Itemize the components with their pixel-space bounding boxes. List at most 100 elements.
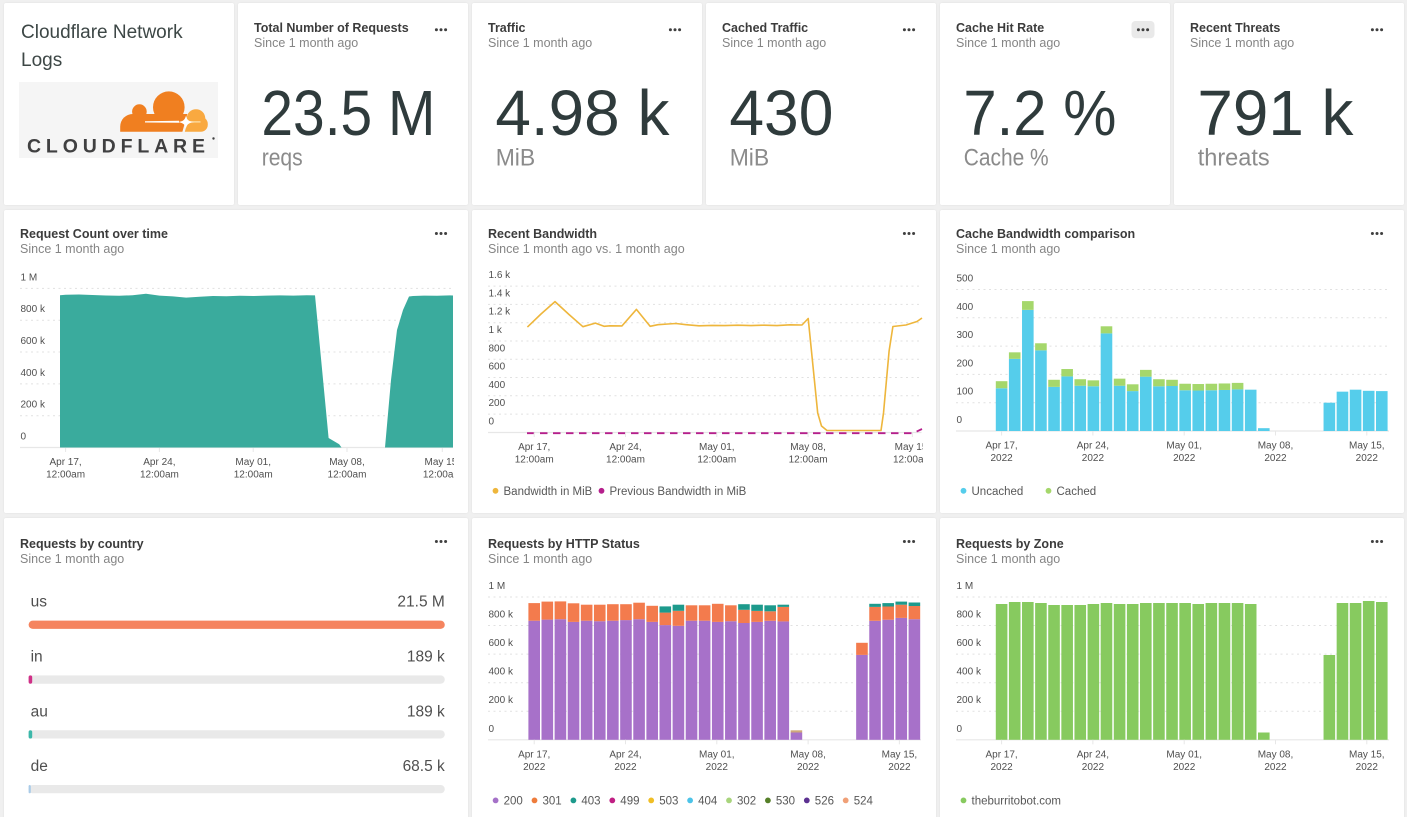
svg-text:1 M: 1 M (957, 581, 974, 592)
svg-text:200 k: 200 k (21, 400, 46, 411)
svg-text:May 08,: May 08, (329, 457, 365, 468)
svg-text:400: 400 (489, 380, 506, 391)
svg-text:2022: 2022 (1173, 453, 1196, 464)
svg-text:0: 0 (21, 432, 27, 443)
svg-text:800: 800 (489, 343, 506, 354)
svg-text:12:00am: 12:00am (328, 470, 367, 481)
svg-text:400 k: 400 k (957, 667, 982, 678)
svg-text:12:00am: 12:00am (140, 470, 179, 481)
svg-text:1 M: 1 M (489, 581, 506, 592)
svg-text:MiB: MiB (496, 145, 536, 172)
svg-text:400: 400 (957, 302, 974, 313)
svg-text:200: 200 (504, 795, 523, 807)
svg-text:May 08,: May 08, (1258, 441, 1294, 452)
svg-text:reqs: reqs (262, 145, 303, 172)
svg-text:1 k: 1 k (489, 325, 503, 336)
svg-text:12:00am: 12:00am (423, 470, 462, 481)
svg-text:au: au (31, 703, 48, 720)
svg-text:2022: 2022 (990, 762, 1013, 773)
svg-text:12:00am: 12:00am (515, 455, 554, 466)
svg-text:100: 100 (957, 387, 974, 398)
svg-text:12:00am: 12:00am (46, 470, 85, 481)
svg-text:May 15,: May 15, (1349, 441, 1385, 452)
svg-text:May 08,: May 08, (790, 442, 826, 453)
svg-text:12:00am: 12:00am (893, 455, 932, 466)
svg-text:Bandwidth in MiB: Bandwidth in MiB (504, 486, 593, 498)
svg-text:0: 0 (489, 724, 495, 735)
svg-text:CLOUDFLARE: CLOUDFLARE (27, 135, 211, 157)
svg-text:2022: 2022 (888, 762, 911, 773)
svg-text:12:00am: 12:00am (789, 455, 828, 466)
svg-text:2022: 2022 (1264, 762, 1287, 773)
svg-text:800 k: 800 k (489, 610, 514, 621)
svg-text:800 k: 800 k (957, 610, 982, 621)
svg-text:23.5 M: 23.5 M (261, 77, 435, 149)
svg-text:in: in (31, 649, 43, 666)
svg-text:302: 302 (737, 795, 756, 807)
svg-text:2022: 2022 (1082, 453, 1105, 464)
svg-text:1 M: 1 M (21, 272, 38, 283)
svg-text:800 k: 800 k (21, 304, 46, 315)
svg-text:200: 200 (957, 358, 974, 369)
svg-text:Apr 17,: Apr 17, (49, 457, 81, 468)
svg-text:2022: 2022 (1264, 453, 1287, 464)
svg-text:430: 430 (729, 77, 833, 149)
svg-text:4.98 k: 4.98 k (495, 77, 670, 149)
svg-text:300: 300 (957, 330, 974, 341)
svg-text:0: 0 (957, 415, 963, 426)
svg-text:Apr 24,: Apr 24, (1077, 441, 1109, 452)
svg-text:Apr 24,: Apr 24, (1077, 749, 1109, 760)
svg-text:Apr 17,: Apr 17, (518, 749, 550, 760)
svg-text:12:00am: 12:00am (606, 455, 645, 466)
svg-text:600 k: 600 k (957, 638, 982, 649)
svg-text:May 01,: May 01, (1166, 749, 1202, 760)
svg-text:1.6 k: 1.6 k (489, 270, 512, 281)
svg-text:400 k: 400 k (489, 667, 514, 678)
svg-text:600 k: 600 k (21, 336, 46, 347)
svg-text:200: 200 (489, 398, 506, 409)
svg-text:200 k: 200 k (957, 695, 982, 706)
svg-text:12:00am: 12:00am (697, 455, 736, 466)
svg-text:Apr 17,: Apr 17, (985, 441, 1017, 452)
svg-text:301: 301 (543, 795, 562, 807)
svg-text:404: 404 (698, 795, 718, 807)
svg-text:Uncached: Uncached (972, 486, 1024, 498)
svg-text:791 k: 791 k (1197, 77, 1354, 149)
svg-text:Cached: Cached (1057, 486, 1097, 498)
svg-text:Apr 17,: Apr 17, (518, 442, 550, 453)
svg-text:May 15,: May 15, (425, 457, 461, 468)
svg-text:May 01,: May 01, (699, 749, 735, 760)
svg-text:theburritobot.com: theburritobot.com (972, 795, 1062, 807)
svg-text:2022: 2022 (797, 762, 820, 773)
svg-text:threats: threats (1198, 145, 1270, 172)
svg-text:2022: 2022 (706, 762, 729, 773)
svg-text:Cache %: Cache % (964, 145, 1049, 172)
svg-text:2022: 2022 (614, 762, 637, 773)
svg-text:Previous Bandwidth in MiB: Previous Bandwidth in MiB (610, 486, 747, 498)
svg-text:7.2 %: 7.2 % (963, 77, 1116, 149)
svg-text:400 k: 400 k (21, 368, 46, 379)
svg-text:May 15,: May 15, (1349, 749, 1385, 760)
svg-text:526: 526 (815, 795, 834, 807)
svg-text:503: 503 (659, 795, 678, 807)
svg-text:2022: 2022 (1173, 762, 1196, 773)
svg-text:403: 403 (581, 795, 600, 807)
svg-text:21.5 M: 21.5 M (397, 594, 444, 611)
svg-text:600 k: 600 k (489, 638, 514, 649)
svg-text:2022: 2022 (1356, 453, 1379, 464)
svg-text:May 01,: May 01, (235, 457, 271, 468)
svg-text:12:00am: 12:00am (234, 470, 273, 481)
svg-text:1.2 k: 1.2 k (489, 307, 512, 318)
svg-text:Apr 17,: Apr 17, (985, 749, 1017, 760)
svg-text:May 01,: May 01, (699, 442, 735, 453)
svg-text:189 k: 189 k (407, 703, 445, 720)
svg-text:499: 499 (620, 795, 639, 807)
svg-text:530: 530 (776, 795, 795, 807)
svg-text:600: 600 (489, 362, 506, 373)
svg-text:May 01,: May 01, (1166, 441, 1202, 452)
svg-text:0: 0 (489, 416, 495, 427)
svg-text:May 15,: May 15, (895, 442, 931, 453)
svg-text:May 08,: May 08, (1258, 749, 1294, 760)
svg-text:2022: 2022 (1356, 762, 1379, 773)
svg-text:189 k: 189 k (407, 649, 445, 666)
